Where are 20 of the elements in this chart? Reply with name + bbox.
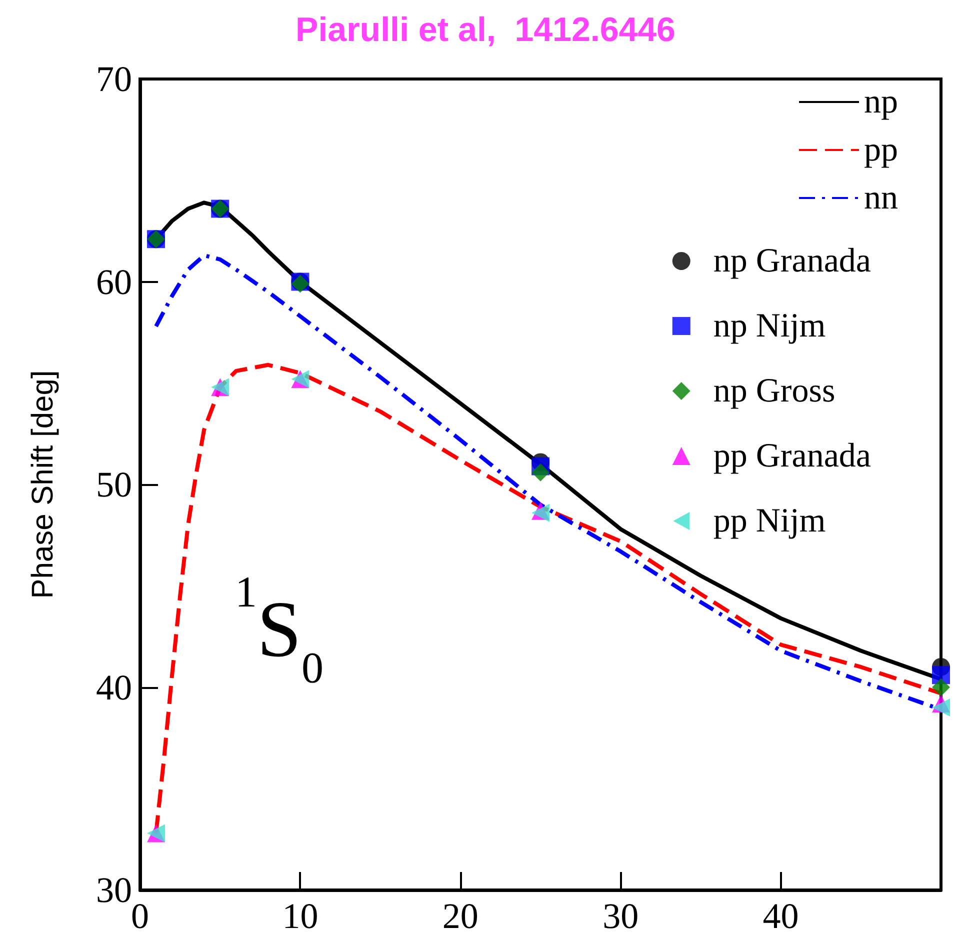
x-tick-label: 0 (131, 896, 149, 936)
y-tick-label: 60 (96, 262, 132, 302)
y-tick-label: 50 (96, 464, 132, 504)
legend-label: pp Nijm (713, 502, 826, 540)
y-tick-label: 70 (96, 59, 132, 99)
x-tick-label: 10 (282, 896, 318, 936)
legend-label: np Gross (713, 372, 836, 410)
y-tick-label: 40 (96, 667, 132, 708)
y-axis-title: Phase Shift [deg] (26, 370, 60, 599)
x-tick-label: 30 (602, 896, 639, 936)
y-tick-label: 30 (96, 870, 132, 910)
legend-label: np (864, 84, 898, 120)
x-tick-label: 40 (762, 896, 799, 936)
legend-label: pp (864, 132, 898, 168)
legend-label: nn (864, 180, 898, 216)
x-tick-label: 20 (442, 896, 478, 936)
legend-label: np Nijm (713, 308, 826, 344)
legend-label: np Granada (713, 242, 872, 280)
legend-label: pp Granada (713, 438, 872, 474)
chart-title: Piarulli et al, 1412.6446 (296, 11, 676, 49)
